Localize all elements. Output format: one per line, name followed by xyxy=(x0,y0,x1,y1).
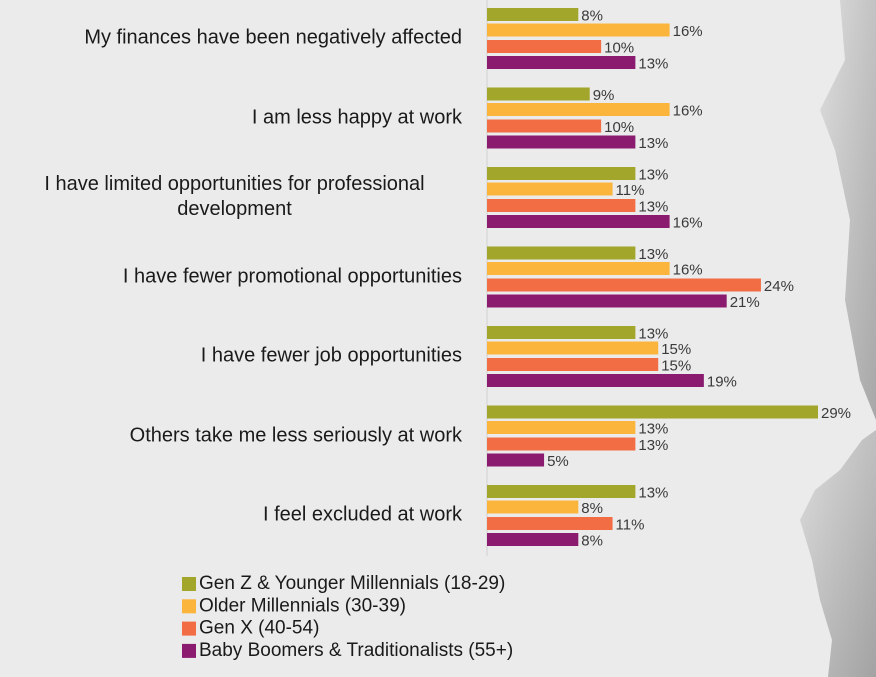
value-label: 13% xyxy=(638,437,668,454)
value-label: 8% xyxy=(581,500,603,517)
bar xyxy=(487,119,602,133)
legend-label: Baby Boomers & Traditionalists (55+) xyxy=(199,640,513,661)
bar xyxy=(487,56,636,69)
legend-label: Older Millennials (30-39) xyxy=(199,595,406,616)
legend-label: Gen Z & Younger Millennials (18-29) xyxy=(199,573,505,594)
value-label: 13% xyxy=(638,135,668,152)
value-label: 29% xyxy=(821,405,851,422)
value-label: 13% xyxy=(638,246,668,263)
bar xyxy=(487,103,670,116)
legend-swatch xyxy=(182,577,196,591)
bar xyxy=(487,421,636,434)
bar xyxy=(487,87,590,101)
value-label: 16% xyxy=(673,214,703,231)
bar xyxy=(487,326,636,339)
value-label: 8% xyxy=(581,532,603,549)
bar xyxy=(487,294,727,308)
legend-label: Gen X (40-54) xyxy=(199,618,319,639)
bar xyxy=(487,358,659,371)
bar xyxy=(487,517,613,530)
legend-swatch xyxy=(182,599,196,614)
category-label: I have fewer job opportunities xyxy=(200,344,462,367)
value-label: 16% xyxy=(673,261,703,278)
value-label: 9% xyxy=(593,87,615,104)
value-label: 13% xyxy=(638,325,668,342)
value-label: 13% xyxy=(638,420,668,437)
value-label: 21% xyxy=(730,294,760,311)
category-label: I am less happy at work xyxy=(251,106,462,128)
value-label: 13% xyxy=(638,55,668,72)
value-label: 11% xyxy=(616,516,645,533)
bar xyxy=(487,533,579,546)
value-label: 10% xyxy=(604,119,634,136)
bar xyxy=(487,167,636,180)
value-label: 13% xyxy=(638,198,668,215)
category-label: I feel excluded at work xyxy=(263,503,462,526)
value-label: 11% xyxy=(616,182,645,199)
bar xyxy=(487,199,636,212)
category-label: I have limited opportunities for profess… xyxy=(44,173,425,220)
bar xyxy=(487,8,579,21)
bar xyxy=(487,341,659,355)
bar xyxy=(487,135,636,149)
bar xyxy=(487,453,545,467)
bar xyxy=(487,182,613,196)
value-label: 24% xyxy=(764,278,794,295)
category-label: Others take me less seriously at work xyxy=(129,424,462,446)
bar xyxy=(487,215,670,228)
legend-swatch xyxy=(182,643,196,658)
bar xyxy=(487,40,602,53)
legend-swatch xyxy=(182,621,196,636)
value-label: 19% xyxy=(707,373,737,390)
map-decoration xyxy=(800,430,876,677)
value-label: 8% xyxy=(581,7,603,24)
bar xyxy=(487,485,636,498)
bar xyxy=(487,500,579,514)
value-label: 13% xyxy=(638,484,668,501)
value-label: 15% xyxy=(661,357,691,374)
map-decoration xyxy=(820,0,876,420)
bar xyxy=(487,437,636,451)
category-label: My finances have been negatively affecte… xyxy=(84,26,462,49)
category-label: I have fewer promotional opportunities xyxy=(122,265,462,287)
bar xyxy=(487,278,761,292)
value-label: 15% xyxy=(661,341,691,358)
bar xyxy=(487,262,670,275)
value-label: 13% xyxy=(638,166,668,183)
value-label: 5% xyxy=(547,453,569,470)
value-label: 10% xyxy=(604,39,634,56)
bar xyxy=(487,23,670,37)
bar xyxy=(487,405,818,419)
value-label: 16% xyxy=(673,102,703,119)
bar xyxy=(487,374,704,387)
bar xyxy=(487,246,636,260)
value-label: 16% xyxy=(673,23,703,40)
